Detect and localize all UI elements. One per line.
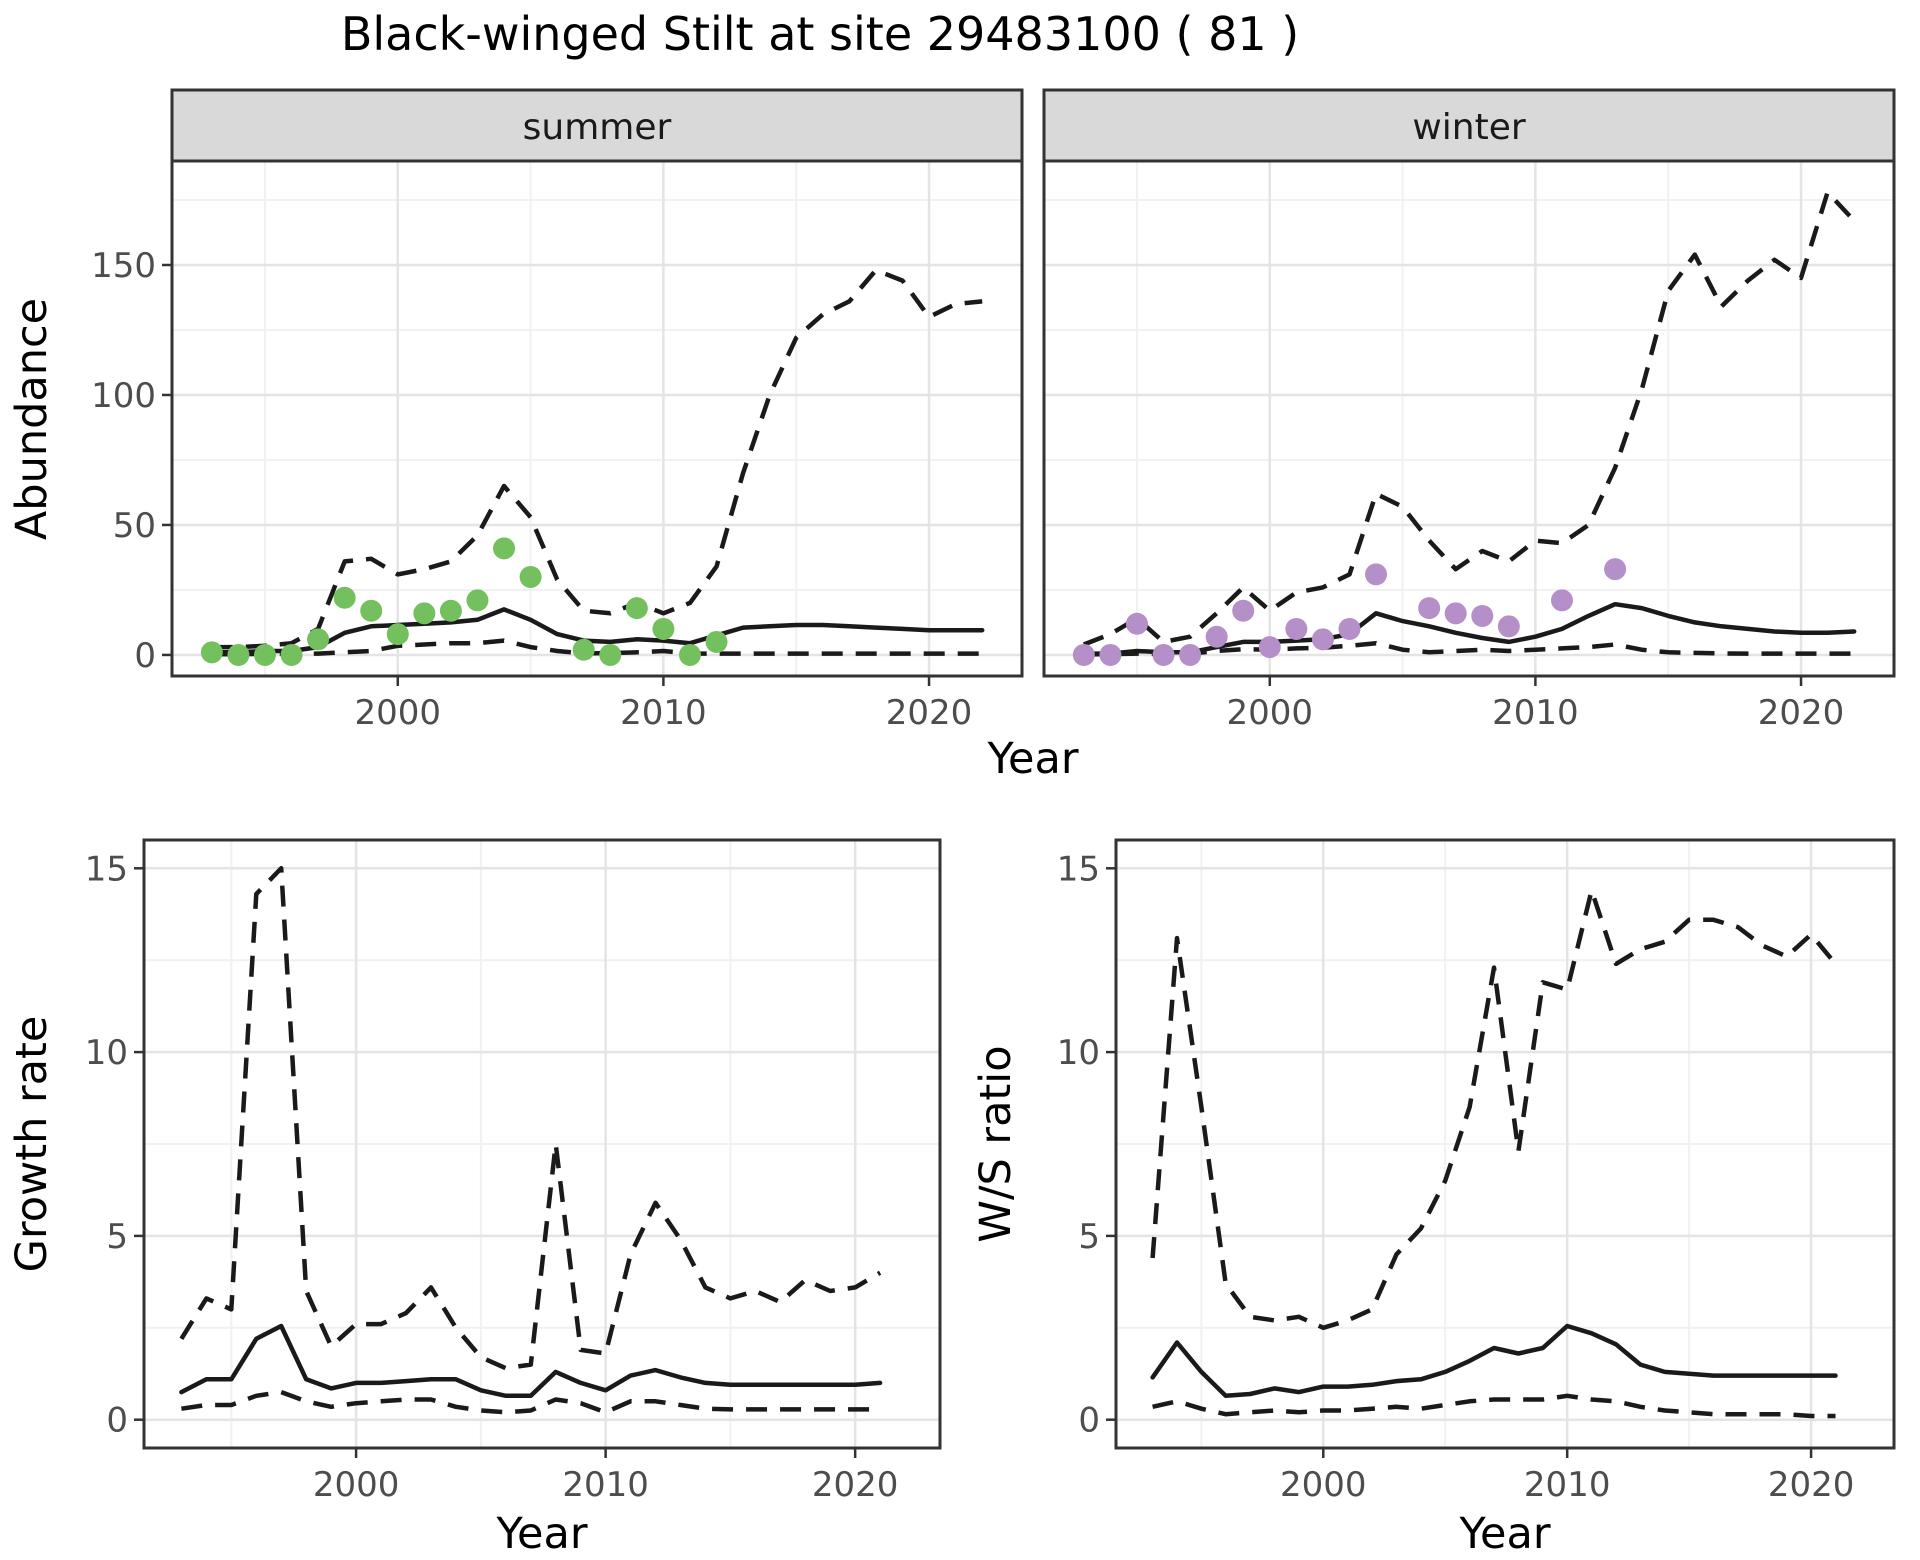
x-tick-label: 2020	[812, 1465, 899, 1505]
summer-median-line	[209, 607, 985, 655]
panel-ws: 2000 2010 2020 0 5 10 15	[1057, 838, 1896, 1505]
y-tick-label: 5	[1078, 1217, 1100, 1257]
panel-growth: 2000 2010 2020 0 5 10 15	[85, 838, 942, 1505]
winter-observed-point	[1258, 636, 1281, 659]
winter-observed-point	[1418, 597, 1441, 620]
summer-observed-point	[599, 643, 622, 666]
x-axis-title-year-top: Year	[986, 734, 1078, 784]
panel-border-ws	[1114, 838, 1896, 1450]
facet-strip-winter	[1042, 88, 1896, 163]
y-tick-label: 0	[106, 1401, 128, 1441]
panel-border-summer	[170, 159, 1024, 678]
summer-observed-point	[280, 643, 303, 666]
x-tick-label: 2020	[886, 693, 973, 733]
summer-observed-point	[253, 643, 276, 666]
ws-lower-ci-line	[1152, 1393, 1836, 1419]
winter-observed-point	[1072, 643, 1095, 666]
summer-observed-point	[360, 599, 383, 622]
x-tick-label: 2010	[620, 693, 707, 733]
y-tick-label: 150	[91, 246, 156, 286]
y-axis-title-abundance: Abundance	[7, 298, 57, 540]
winter-observed-point	[1179, 643, 1202, 666]
y-tick-label: 0	[134, 636, 156, 676]
summer-observed-point	[333, 586, 356, 609]
ws-upper-ci-line	[1150, 888, 1838, 1331]
growth-median-line	[179, 1323, 883, 1399]
summer-observed-point	[572, 638, 595, 661]
winter-observed-point	[1205, 625, 1228, 648]
y-tick-label: 5	[106, 1217, 128, 1257]
x-tick-label: 2010	[1492, 693, 1579, 733]
winter-observed-point	[1099, 643, 1122, 666]
growth-upper-ci-line	[179, 866, 882, 1371]
summer-observed-point	[307, 628, 330, 651]
y-tick-label: 50	[113, 506, 156, 546]
winter-observed-point	[1604, 558, 1627, 581]
x-axis-title-year-ws: Year	[1458, 1509, 1550, 1559]
winter-observed-point	[1311, 628, 1334, 651]
x-tick-label: 2020	[1768, 1465, 1855, 1505]
x-tick-label: 2000	[355, 693, 442, 733]
y-tick-label: 15	[85, 849, 128, 889]
summer-observed-point	[439, 599, 462, 622]
y-axis-title-growth-rate: Growth rate	[7, 1016, 57, 1273]
y-axis-title-ws-ratio: W/S ratio	[971, 1045, 1021, 1242]
y-tick-label: 10	[85, 1033, 128, 1073]
panel-winter: 2000 2010 2020	[1042, 159, 1896, 733]
x-tick-label: 2000	[1227, 693, 1314, 733]
winter-observed-point	[1152, 643, 1175, 666]
summer-observed-point	[625, 597, 648, 620]
panel-border-growth	[142, 838, 942, 1450]
facet-strip-summer	[170, 88, 1024, 163]
facet-strip-winter-label: winter	[1412, 107, 1526, 148]
y-tick-label: 0	[1078, 1401, 1100, 1441]
winter-observed-point	[1471, 604, 1494, 627]
winter-observed-point	[1125, 612, 1148, 635]
summer-observed-point	[386, 623, 409, 646]
facet-strip-summer-label: summer	[523, 107, 672, 148]
ws-median-line	[1150, 1323, 1838, 1399]
growth-lower-ci-line	[181, 1389, 881, 1415]
winter-observed-point	[1550, 589, 1573, 612]
summer-observed-point	[200, 641, 223, 664]
summer-observed-point	[227, 643, 250, 666]
y-tick-label: 100	[91, 376, 156, 416]
summer-observed-point	[519, 565, 542, 588]
winter-observed-point	[1285, 617, 1308, 640]
winter-observed-point	[1444, 602, 1467, 625]
summer-observed-point	[678, 643, 701, 666]
summer-observed-point	[413, 602, 436, 625]
page-title: Black-winged Stilt at site 29483100 ( 81…	[341, 7, 1299, 61]
winter-observed-point	[1232, 599, 1255, 622]
winter-upper-ci-line	[1082, 189, 1856, 647]
summer-observed-point	[493, 537, 516, 560]
summer-lower-ci-line	[211, 638, 983, 657]
panel-border-winter	[1042, 159, 1896, 678]
winter-lower-ci-line	[1083, 640, 1855, 657]
winter-observed-point	[1365, 563, 1388, 586]
winter-observed-point	[1497, 615, 1520, 638]
y-tick-label: 15	[1057, 849, 1100, 889]
summer-observed-point	[466, 589, 489, 612]
summer-observed-point	[705, 630, 728, 653]
summer-observed-point	[652, 617, 675, 640]
x-tick-label: 2010	[562, 1465, 649, 1505]
x-axis-title-year-growth: Year	[495, 1509, 587, 1559]
x-tick-label: 2000	[313, 1465, 400, 1505]
x-tick-label: 2020	[1758, 693, 1845, 733]
x-tick-label: 2000	[1280, 1465, 1367, 1505]
y-tick-label: 10	[1057, 1033, 1100, 1073]
winter-observed-point	[1338, 617, 1361, 640]
winter-median-line	[1081, 601, 1857, 656]
panel-summer: 2000 2010 2020 0 50 100 150	[91, 159, 1024, 733]
summer-upper-ci-line	[211, 267, 983, 650]
x-tick-label: 2010	[1524, 1465, 1611, 1505]
